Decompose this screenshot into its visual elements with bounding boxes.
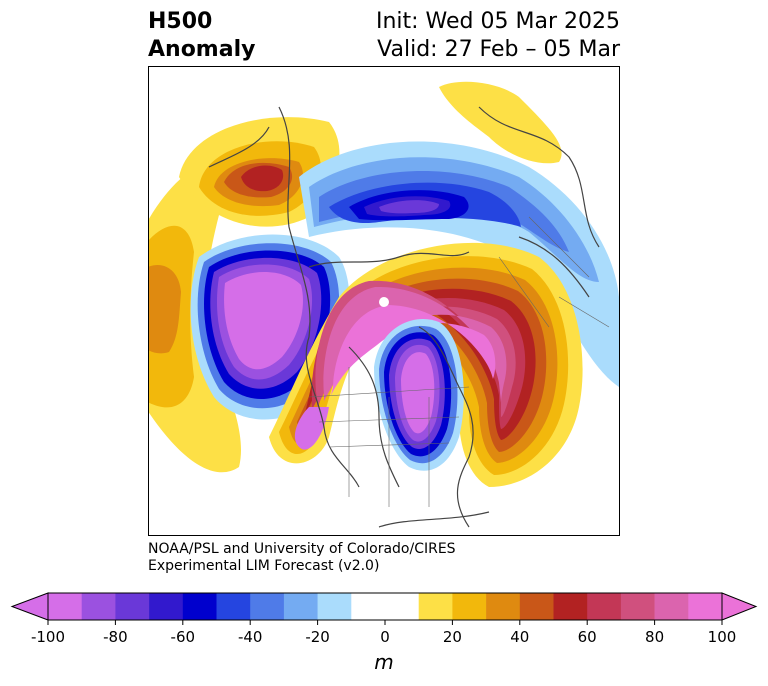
colorbar-segment	[587, 593, 622, 620]
colorbar-tick-label: 60	[577, 628, 597, 646]
credit-line-1: NOAA/PSL and University of Colorado/CIRE…	[148, 541, 456, 557]
colorbar-tick-label: 0	[380, 628, 390, 646]
negative-anomaly-arctic	[299, 141, 619, 387]
colorbar-segment	[182, 593, 217, 620]
colorbar-segment	[115, 593, 150, 620]
positive-anomaly-central	[269, 242, 583, 487]
map-canvas	[149, 81, 619, 528]
positive-anomaly-northwest	[179, 117, 340, 227]
colorbar-bar	[10, 592, 758, 625]
init-date: Init: Wed 05 Mar 2025	[375, 9, 620, 34]
colorbar-tick-label: 80	[645, 628, 665, 646]
map-title: H500 Anomaly	[148, 8, 255, 64]
title-line-2: Anomaly	[148, 37, 256, 62]
coastlines	[208, 106, 600, 528]
colorbar-tick-label: -40	[237, 628, 263, 646]
forecast-dates: Init: Wed 05 Mar 2025 Valid: 27 Feb – 05…	[376, 8, 620, 64]
colorbar-tick-label: -100	[30, 628, 66, 646]
colorbar-segment	[48, 593, 82, 620]
colorbar-segment	[553, 593, 588, 620]
colorbar-segment	[418, 593, 453, 620]
credit-text: NOAA/PSL and University of Colorado/CIRE…	[148, 541, 456, 575]
anomaly-map	[148, 66, 620, 536]
title-line-1: H500	[148, 9, 213, 34]
colorbar-tick-label: -20	[305, 628, 330, 646]
colorbar-segment	[283, 593, 318, 620]
colorbar-segment	[519, 593, 554, 620]
credit-line-2: Experimental LIM Forecast (v2.0)	[148, 558, 380, 574]
colorbar-segment	[452, 593, 487, 620]
pole-marker	[379, 297, 389, 307]
borders	[308, 216, 610, 507]
colorbar-segment	[620, 593, 655, 620]
colorbar-segment	[688, 593, 723, 620]
colorbar-tick-label: 40	[510, 628, 530, 646]
colorbar-segment	[216, 593, 251, 620]
colorbar-segment	[81, 593, 116, 620]
colorbar-segment	[149, 593, 184, 620]
colorbar: -100 -80 -60 -40 -20 0 20 40 60 80 100 m	[0, 588, 768, 686]
colorbar-segment	[317, 593, 352, 620]
colorbar-segment	[385, 593, 419, 620]
negative-anomaly-east	[374, 319, 464, 471]
colorbar-tick-label: 20	[442, 628, 462, 646]
colorbar-segment	[250, 593, 285, 620]
colorbar-unit: m	[374, 650, 394, 674]
colorbar-tick-label: 100	[707, 628, 737, 646]
colorbar-segment	[351, 593, 386, 620]
valid-range: Valid: 27 Feb – 05 Mar	[377, 37, 620, 62]
colorbar-under-arrow	[10, 592, 49, 621]
colorbar-tick-label: -80	[103, 628, 128, 646]
colorbar-segment	[654, 593, 689, 620]
colorbar-segment	[486, 593, 521, 620]
colorbar-over-arrow	[721, 592, 758, 621]
colorbar-tick-label: -60	[170, 628, 196, 646]
